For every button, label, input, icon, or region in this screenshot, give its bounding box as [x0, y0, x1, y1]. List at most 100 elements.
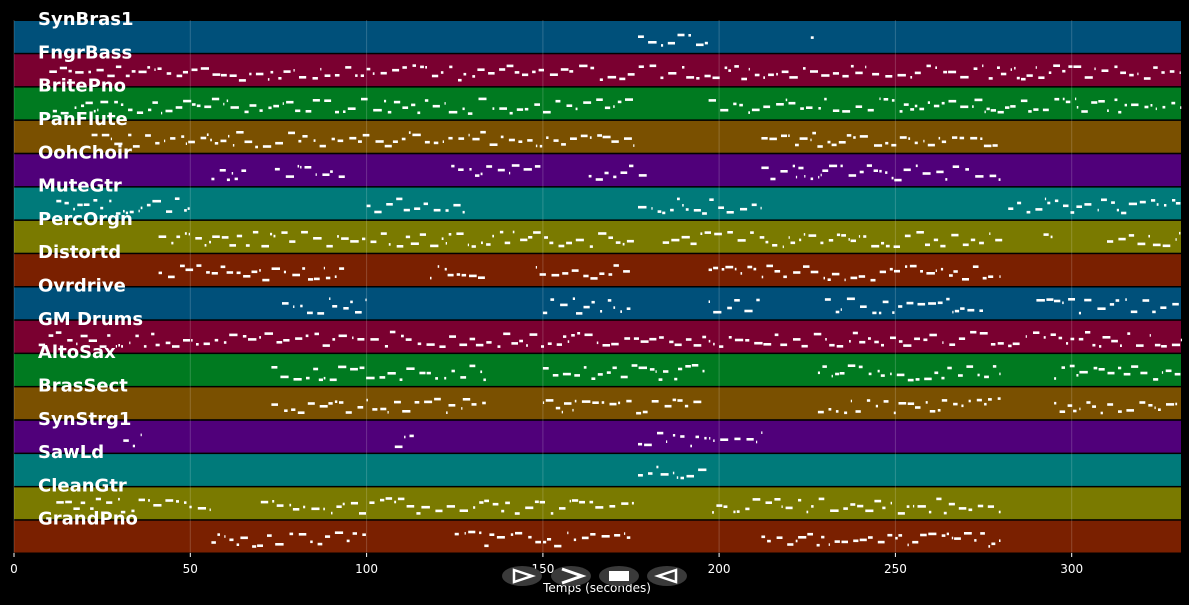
- note: [1012, 342, 1020, 346]
- note: [879, 270, 886, 274]
- note: [999, 275, 1001, 278]
- stop-button[interactable]: [599, 566, 639, 586]
- note: [595, 506, 604, 509]
- note: [226, 99, 229, 103]
- note: [289, 532, 294, 536]
- playback-controls[interactable]: [502, 566, 687, 586]
- note: [236, 543, 240, 546]
- note: [941, 399, 948, 402]
- note: [357, 406, 364, 409]
- note: [923, 139, 925, 143]
- track-band-fngrbass: [14, 54, 1181, 87]
- note: [821, 74, 830, 77]
- note: [510, 533, 514, 536]
- note: [251, 270, 258, 274]
- note: [255, 145, 258, 149]
- track-label: CleanGtr: [38, 475, 127, 496]
- note: [458, 168, 464, 171]
- note: [488, 72, 495, 75]
- note: [259, 336, 261, 339]
- track-notes-ovrdrive: [282, 297, 1179, 315]
- note: [882, 300, 889, 304]
- track-label: FngrBass: [38, 42, 132, 63]
- note: [426, 371, 431, 375]
- note: [83, 203, 90, 206]
- note: [827, 278, 831, 281]
- note: [574, 374, 580, 377]
- note: [846, 297, 855, 301]
- note: [853, 539, 859, 543]
- note: [535, 144, 538, 148]
- note: [551, 273, 560, 277]
- note: [242, 335, 247, 338]
- note: [1084, 76, 1093, 79]
- note: [448, 136, 453, 140]
- note: [818, 107, 821, 110]
- note: [252, 545, 257, 548]
- note: [121, 345, 123, 348]
- note: [496, 536, 505, 539]
- note: [534, 103, 540, 106]
- note: [393, 100, 401, 104]
- note: [448, 233, 452, 236]
- note: [776, 103, 784, 106]
- note: [332, 305, 338, 308]
- note: [259, 109, 263, 112]
- note: [760, 206, 762, 210]
- note: [396, 245, 404, 248]
- note: [696, 43, 704, 47]
- rewind-button[interactable]: [647, 566, 687, 586]
- note: [774, 270, 781, 273]
- note: [135, 334, 139, 338]
- note: [1076, 374, 1079, 377]
- note: [334, 400, 338, 403]
- note: [311, 507, 320, 511]
- note: [822, 365, 827, 368]
- note: [631, 501, 634, 505]
- note: [460, 376, 467, 379]
- note: [320, 67, 322, 71]
- note: [338, 365, 347, 369]
- note: [532, 70, 536, 74]
- note: [1120, 71, 1126, 75]
- note: [840, 308, 842, 311]
- note: [829, 343, 835, 347]
- note: [566, 104, 573, 107]
- note: [928, 532, 937, 536]
- note: [403, 208, 410, 212]
- note: [509, 171, 511, 175]
- note: [681, 235, 690, 239]
- note: [153, 504, 162, 507]
- note: [977, 504, 984, 508]
- note: [776, 72, 778, 76]
- note: [702, 212, 707, 215]
- note: [824, 97, 827, 101]
- note: [914, 104, 918, 108]
- note: [93, 199, 98, 202]
- note: [166, 72, 172, 75]
- note: [1131, 103, 1139, 107]
- note: [392, 68, 400, 72]
- note: [1151, 199, 1156, 202]
- note: [267, 534, 272, 537]
- note: [575, 107, 578, 111]
- note: [846, 134, 852, 137]
- note: [685, 365, 691, 368]
- note: [891, 176, 894, 180]
- forward-button[interactable]: [551, 566, 591, 586]
- note: [1143, 77, 1151, 80]
- note: [1136, 344, 1144, 347]
- note: [1047, 201, 1051, 205]
- note: [1008, 344, 1012, 348]
- note: [709, 198, 714, 201]
- note: [300, 304, 303, 308]
- note: [183, 339, 190, 342]
- note: [897, 512, 905, 515]
- note: [868, 536, 873, 539]
- track-label: PercOrgn: [38, 209, 133, 230]
- note: [700, 232, 703, 235]
- note: [858, 235, 861, 238]
- note: [352, 336, 354, 340]
- play-button[interactable]: [502, 566, 542, 586]
- note: [60, 111, 69, 115]
